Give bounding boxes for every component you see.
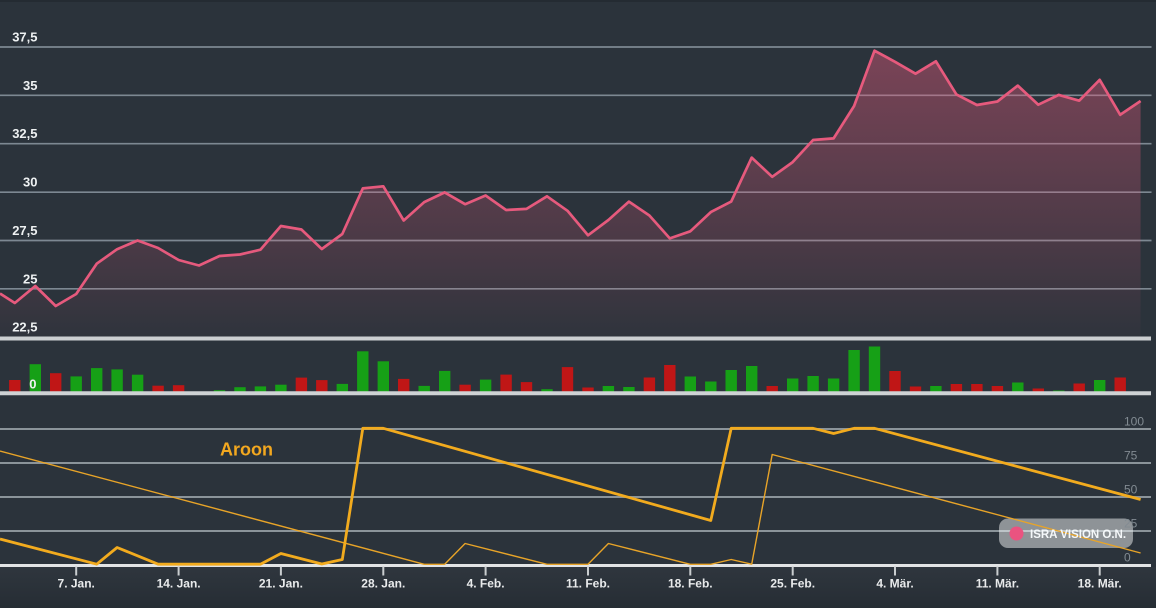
svg-text:18. Feb.: 18. Feb. [668,577,713,591]
svg-text:7. Jan.: 7. Jan. [58,577,95,591]
svg-text:Aroon: Aroon [220,440,273,460]
svg-text:100: 100 [1124,415,1144,429]
svg-text:4. Mär.: 4. Mär. [876,577,913,591]
svg-text:11. Mär.: 11. Mär. [976,577,1019,591]
svg-text:21. Jan.: 21. Jan. [259,577,303,591]
svg-text:14. Jan.: 14. Jan. [157,577,201,591]
svg-text:0: 0 [29,377,36,392]
svg-text:18. Mär.: 18. Mär. [1078,577,1122,591]
svg-text:37,5: 37,5 [12,30,37,45]
svg-text:27,5: 27,5 [12,223,37,238]
svg-text:25. Feb.: 25. Feb. [770,577,815,591]
svg-text:28. Jan.: 28. Jan. [361,577,405,591]
svg-text:50: 50 [1124,483,1138,497]
svg-text:4. Feb.: 4. Feb. [467,577,505,591]
svg-text:30: 30 [23,175,37,190]
svg-text:11. Feb.: 11. Feb. [566,577,610,591]
svg-text:22,5: 22,5 [12,320,37,335]
svg-text:0: 0 [1124,551,1131,565]
svg-text:25: 25 [23,271,37,286]
svg-text:35: 35 [23,78,37,93]
svg-text:32,5: 32,5 [12,126,37,141]
svg-text:25: 25 [1124,517,1138,531]
svg-text:ISRA VISION O.N.: ISRA VISION O.N. [1030,529,1126,541]
svg-text:75: 75 [1124,449,1138,463]
